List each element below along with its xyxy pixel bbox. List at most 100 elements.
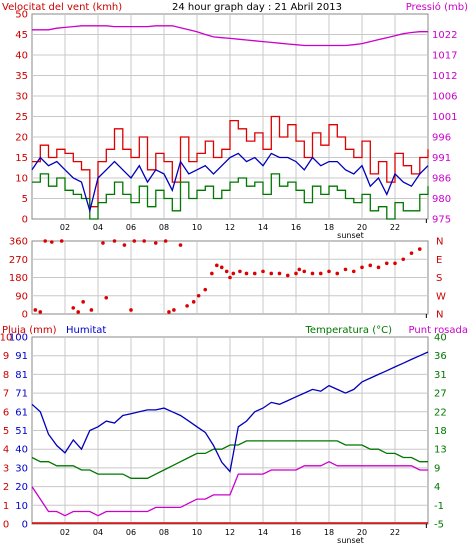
direction-point: [142, 239, 146, 243]
rain-y-tick: 1: [3, 501, 9, 512]
x-tick-label: 04: [93, 223, 103, 232]
humidity-y-tick: 81: [15, 370, 28, 381]
x-tick-label: 12: [225, 223, 235, 232]
rain-y-tick: 8: [3, 370, 9, 381]
direction-point: [196, 293, 201, 298]
humidity-y-tick: 0: [22, 520, 28, 531]
wind-average-series: [31, 152, 429, 214]
direction-y-tick: 270: [9, 255, 28, 266]
direction-point: [76, 310, 80, 314]
compass-label: E: [436, 255, 442, 266]
direction-y-tick: 0: [22, 310, 28, 321]
direction-point: [191, 300, 196, 304]
humidity-y-tick: 71: [15, 389, 28, 400]
direction-point: [38, 310, 43, 314]
direction-point: [43, 239, 47, 243]
direction-point: [327, 269, 331, 274]
direction-point: [224, 269, 229, 274]
direction-point: [351, 269, 356, 274]
humidity-y-tick: 30: [15, 463, 28, 474]
compass-label: N: [436, 237, 443, 248]
direction-point: [71, 306, 76, 310]
pressure-y-tick: 1017: [432, 51, 457, 62]
direction-point: [228, 275, 232, 280]
data-series: [31, 25, 429, 524]
direction-point: [393, 261, 397, 266]
humidity-series: [31, 351, 429, 474]
temperature-y-tick: 4: [434, 482, 440, 493]
dewpoint-series: [31, 460, 428, 517]
temperature-y-tick: -5: [434, 520, 444, 531]
humidity-y-tick: 91: [15, 351, 28, 362]
direction-point: [261, 269, 265, 274]
rain-y-tick: 3: [3, 463, 9, 474]
x-tick-label: 02: [60, 223, 70, 232]
pressure-y-tick: 1012: [432, 71, 457, 82]
direction-point: [203, 287, 208, 292]
direction-point: [335, 271, 340, 276]
temperature-y-tick: 13: [434, 445, 447, 456]
direction-point: [238, 269, 242, 274]
wind-minimum-series: [32, 173, 429, 220]
pressure-axis-title: Pressió (mb): [406, 1, 468, 13]
direction-point: [294, 271, 298, 276]
direction-y-tick: 180: [9, 273, 28, 284]
direction-point: [302, 269, 307, 274]
direction-point: [277, 271, 282, 276]
wind-y-tick: 0: [22, 215, 28, 226]
wind-y-tick: 45: [15, 30, 28, 41]
x-tick-label: 12: [225, 528, 235, 537]
direction-point: [129, 308, 133, 312]
x-tick-label: 22: [390, 223, 400, 232]
compass-label: S: [436, 273, 442, 284]
rain-y-tick: 6: [3, 407, 9, 418]
direction-point: [401, 257, 406, 262]
direction-point: [376, 265, 381, 270]
wind-y-tick: 30: [15, 92, 28, 103]
rain-y-tick: 5: [3, 426, 9, 437]
temperature-y-tick: 18: [434, 426, 447, 437]
x-tick-label: 18: [324, 528, 334, 537]
compass-label: W: [436, 291, 446, 302]
rain-axis-title: Pluja (mm): [2, 325, 57, 336]
pressure-y-tick: 975: [432, 215, 451, 226]
direction-point: [252, 271, 257, 276]
temperature-y-tick: 40: [434, 333, 447, 344]
direction-point: [409, 251, 414, 255]
wind-y-tick: 20: [15, 133, 28, 144]
x-tick-label: 10: [192, 528, 202, 537]
direction-point: [81, 300, 85, 304]
humidity-y-tick: 61: [15, 407, 28, 418]
direction-point: [167, 310, 171, 314]
direction-point: [269, 271, 274, 276]
rain-y-tick: 10: [0, 333, 12, 344]
wind-y-tick: 15: [15, 153, 28, 164]
pressure-y-tick: 996: [432, 133, 451, 144]
temperature-y-tick: 31: [434, 370, 447, 381]
humidity-y-tick: 40: [15, 445, 28, 456]
direction-y-tick: 360: [9, 237, 28, 248]
wind-y-tick: 40: [15, 51, 28, 62]
x-tick-label: 22: [390, 528, 400, 537]
direction-point: [231, 271, 236, 276]
x-tick-label: 18: [324, 223, 334, 232]
humidity-y-tick: 51: [15, 426, 28, 437]
wind-y-tick: 10: [15, 174, 28, 185]
compass-label: N: [436, 310, 443, 321]
humidity-y-tick: 10: [15, 501, 28, 512]
wind-gust-series: [32, 115, 429, 208]
x-tick-label: 06: [126, 223, 136, 232]
direction-point: [310, 271, 315, 276]
direction-point: [178, 243, 183, 247]
direction-point: [104, 295, 109, 300]
direction-point: [122, 243, 127, 247]
x-tick-label: 06: [126, 528, 136, 537]
pressure-y-tick: 991: [432, 153, 451, 164]
temperature-series: [31, 440, 428, 479]
x-tick-label: 14: [258, 528, 268, 537]
x-tick-label: 08: [159, 223, 169, 232]
pressure-series: [32, 25, 428, 47]
direction-point: [343, 267, 348, 272]
